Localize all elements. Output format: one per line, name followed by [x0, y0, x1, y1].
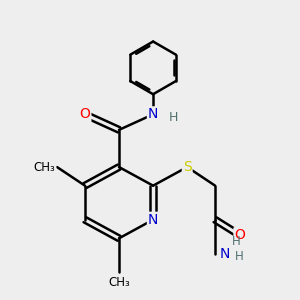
Text: N: N [148, 213, 158, 227]
Text: S: S [183, 160, 192, 174]
Text: N: N [148, 107, 158, 122]
Text: H: H [169, 111, 178, 124]
Text: H: H [235, 250, 244, 263]
Text: N: N [220, 247, 230, 261]
Text: O: O [234, 228, 245, 242]
Text: CH₃: CH₃ [108, 275, 130, 289]
Text: H: H [232, 235, 241, 248]
Text: CH₃: CH₃ [34, 160, 56, 173]
Text: O: O [80, 107, 90, 122]
